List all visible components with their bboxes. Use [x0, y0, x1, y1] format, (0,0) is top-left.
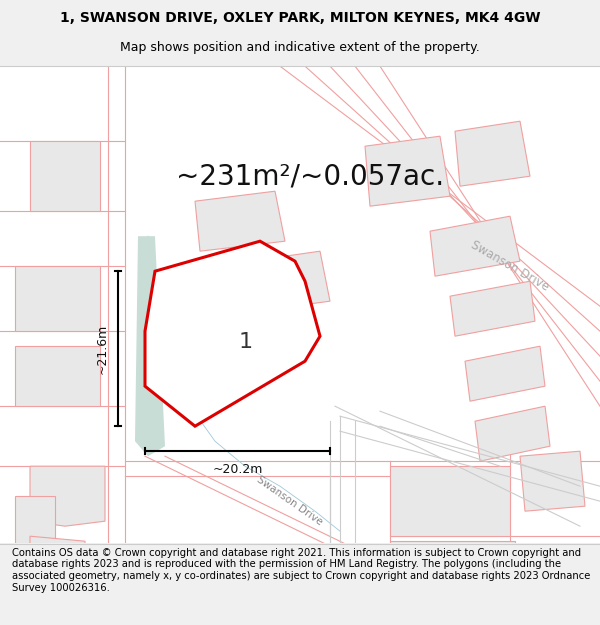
Text: ~231m²/~0.057ac.: ~231m²/~0.057ac.	[176, 162, 444, 190]
Polygon shape	[465, 346, 545, 401]
Polygon shape	[250, 251, 330, 311]
Polygon shape	[135, 236, 165, 456]
Polygon shape	[475, 406, 550, 461]
Polygon shape	[30, 466, 105, 526]
Polygon shape	[195, 191, 285, 251]
Polygon shape	[390, 541, 515, 596]
Polygon shape	[15, 266, 100, 331]
Polygon shape	[520, 451, 585, 511]
Polygon shape	[455, 121, 530, 186]
Polygon shape	[15, 496, 55, 556]
Text: ~20.2m: ~20.2m	[212, 462, 263, 476]
Polygon shape	[30, 141, 100, 211]
Polygon shape	[450, 281, 535, 336]
Text: 1, SWANSON DRIVE, OXLEY PARK, MILTON KEYNES, MK4 4GW: 1, SWANSON DRIVE, OXLEY PARK, MILTON KEY…	[60, 11, 540, 26]
Text: Swanson Drive: Swanson Drive	[469, 239, 551, 294]
Polygon shape	[230, 296, 300, 366]
Text: Swanson Drive: Swanson Drive	[255, 475, 325, 528]
Text: Contains OS data © Crown copyright and database right 2021. This information is : Contains OS data © Crown copyright and d…	[12, 548, 590, 592]
Text: 1: 1	[239, 332, 253, 352]
Polygon shape	[15, 346, 100, 406]
Polygon shape	[365, 136, 450, 206]
Polygon shape	[145, 241, 320, 426]
Polygon shape	[430, 216, 520, 276]
Polygon shape	[30, 536, 85, 576]
Text: Map shows position and indicative extent of the property.: Map shows position and indicative extent…	[120, 41, 480, 54]
Polygon shape	[390, 466, 510, 536]
Text: ~21.6m: ~21.6m	[95, 324, 109, 374]
